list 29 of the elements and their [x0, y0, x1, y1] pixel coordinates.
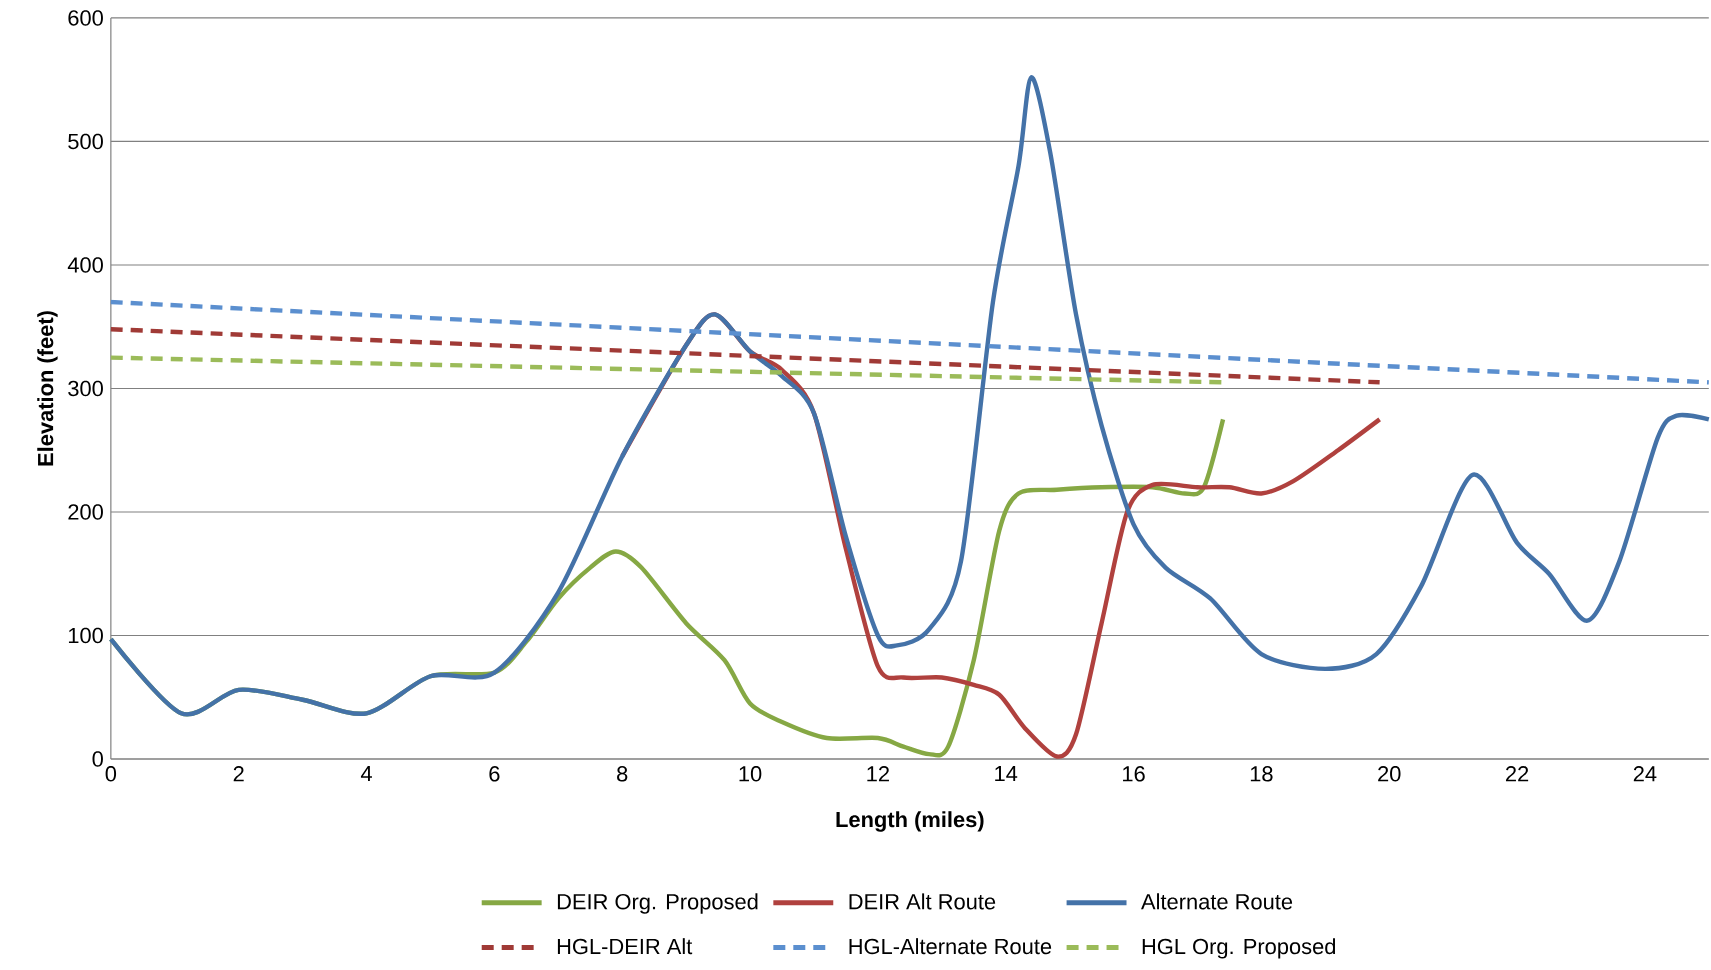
x-tick-label: 20 — [1378, 766, 1401, 782]
x-tick-label: 6 — [489, 766, 500, 782]
y-tick-label: 100 — [68, 627, 103, 644]
x-tick-label: 24 — [1633, 766, 1657, 782]
y-axis-title: Elevation (feet) — [37, 311, 58, 466]
x-tick-label: 14 — [995, 766, 1018, 782]
y-tick-label: 400 — [67, 257, 103, 273]
x-tick-label: 2 — [233, 766, 244, 782]
x-tick-label: 4 — [360, 766, 372, 782]
x-tick-label: 8 — [617, 766, 628, 782]
y-tick-label: 600 — [68, 10, 103, 26]
y-tick-label: 200 — [68, 504, 103, 520]
line-series — [108, 75, 1711, 716]
legend-label: HGL-Alternate Route — [849, 938, 1052, 955]
legend-label: HGL-DEIR Alt — [557, 938, 693, 955]
x-tick-label: 10 — [739, 766, 762, 782]
y-tick-label: 500 — [68, 133, 103, 150]
x-axis-title: Length (miles) — [836, 811, 984, 832]
x-tick-label: 0 — [105, 766, 117, 782]
x-tick-label: 22 — [1505, 766, 1529, 782]
legend-label: HGL Org. Proposed — [1142, 938, 1336, 959]
legend-label: Alternate Route — [1141, 893, 1293, 910]
legend-label: DEIR Org. Proposed — [557, 893, 758, 914]
x-tick-label: 12 — [867, 766, 889, 782]
y-tick-label: 300 — [68, 380, 103, 397]
x-tick-label: 16 — [1123, 766, 1145, 782]
legend-label: DEIR Alt Route — [849, 893, 996, 910]
x-tick-label: 18 — [1250, 766, 1273, 782]
y-tick-label: 0 — [92, 751, 103, 767]
